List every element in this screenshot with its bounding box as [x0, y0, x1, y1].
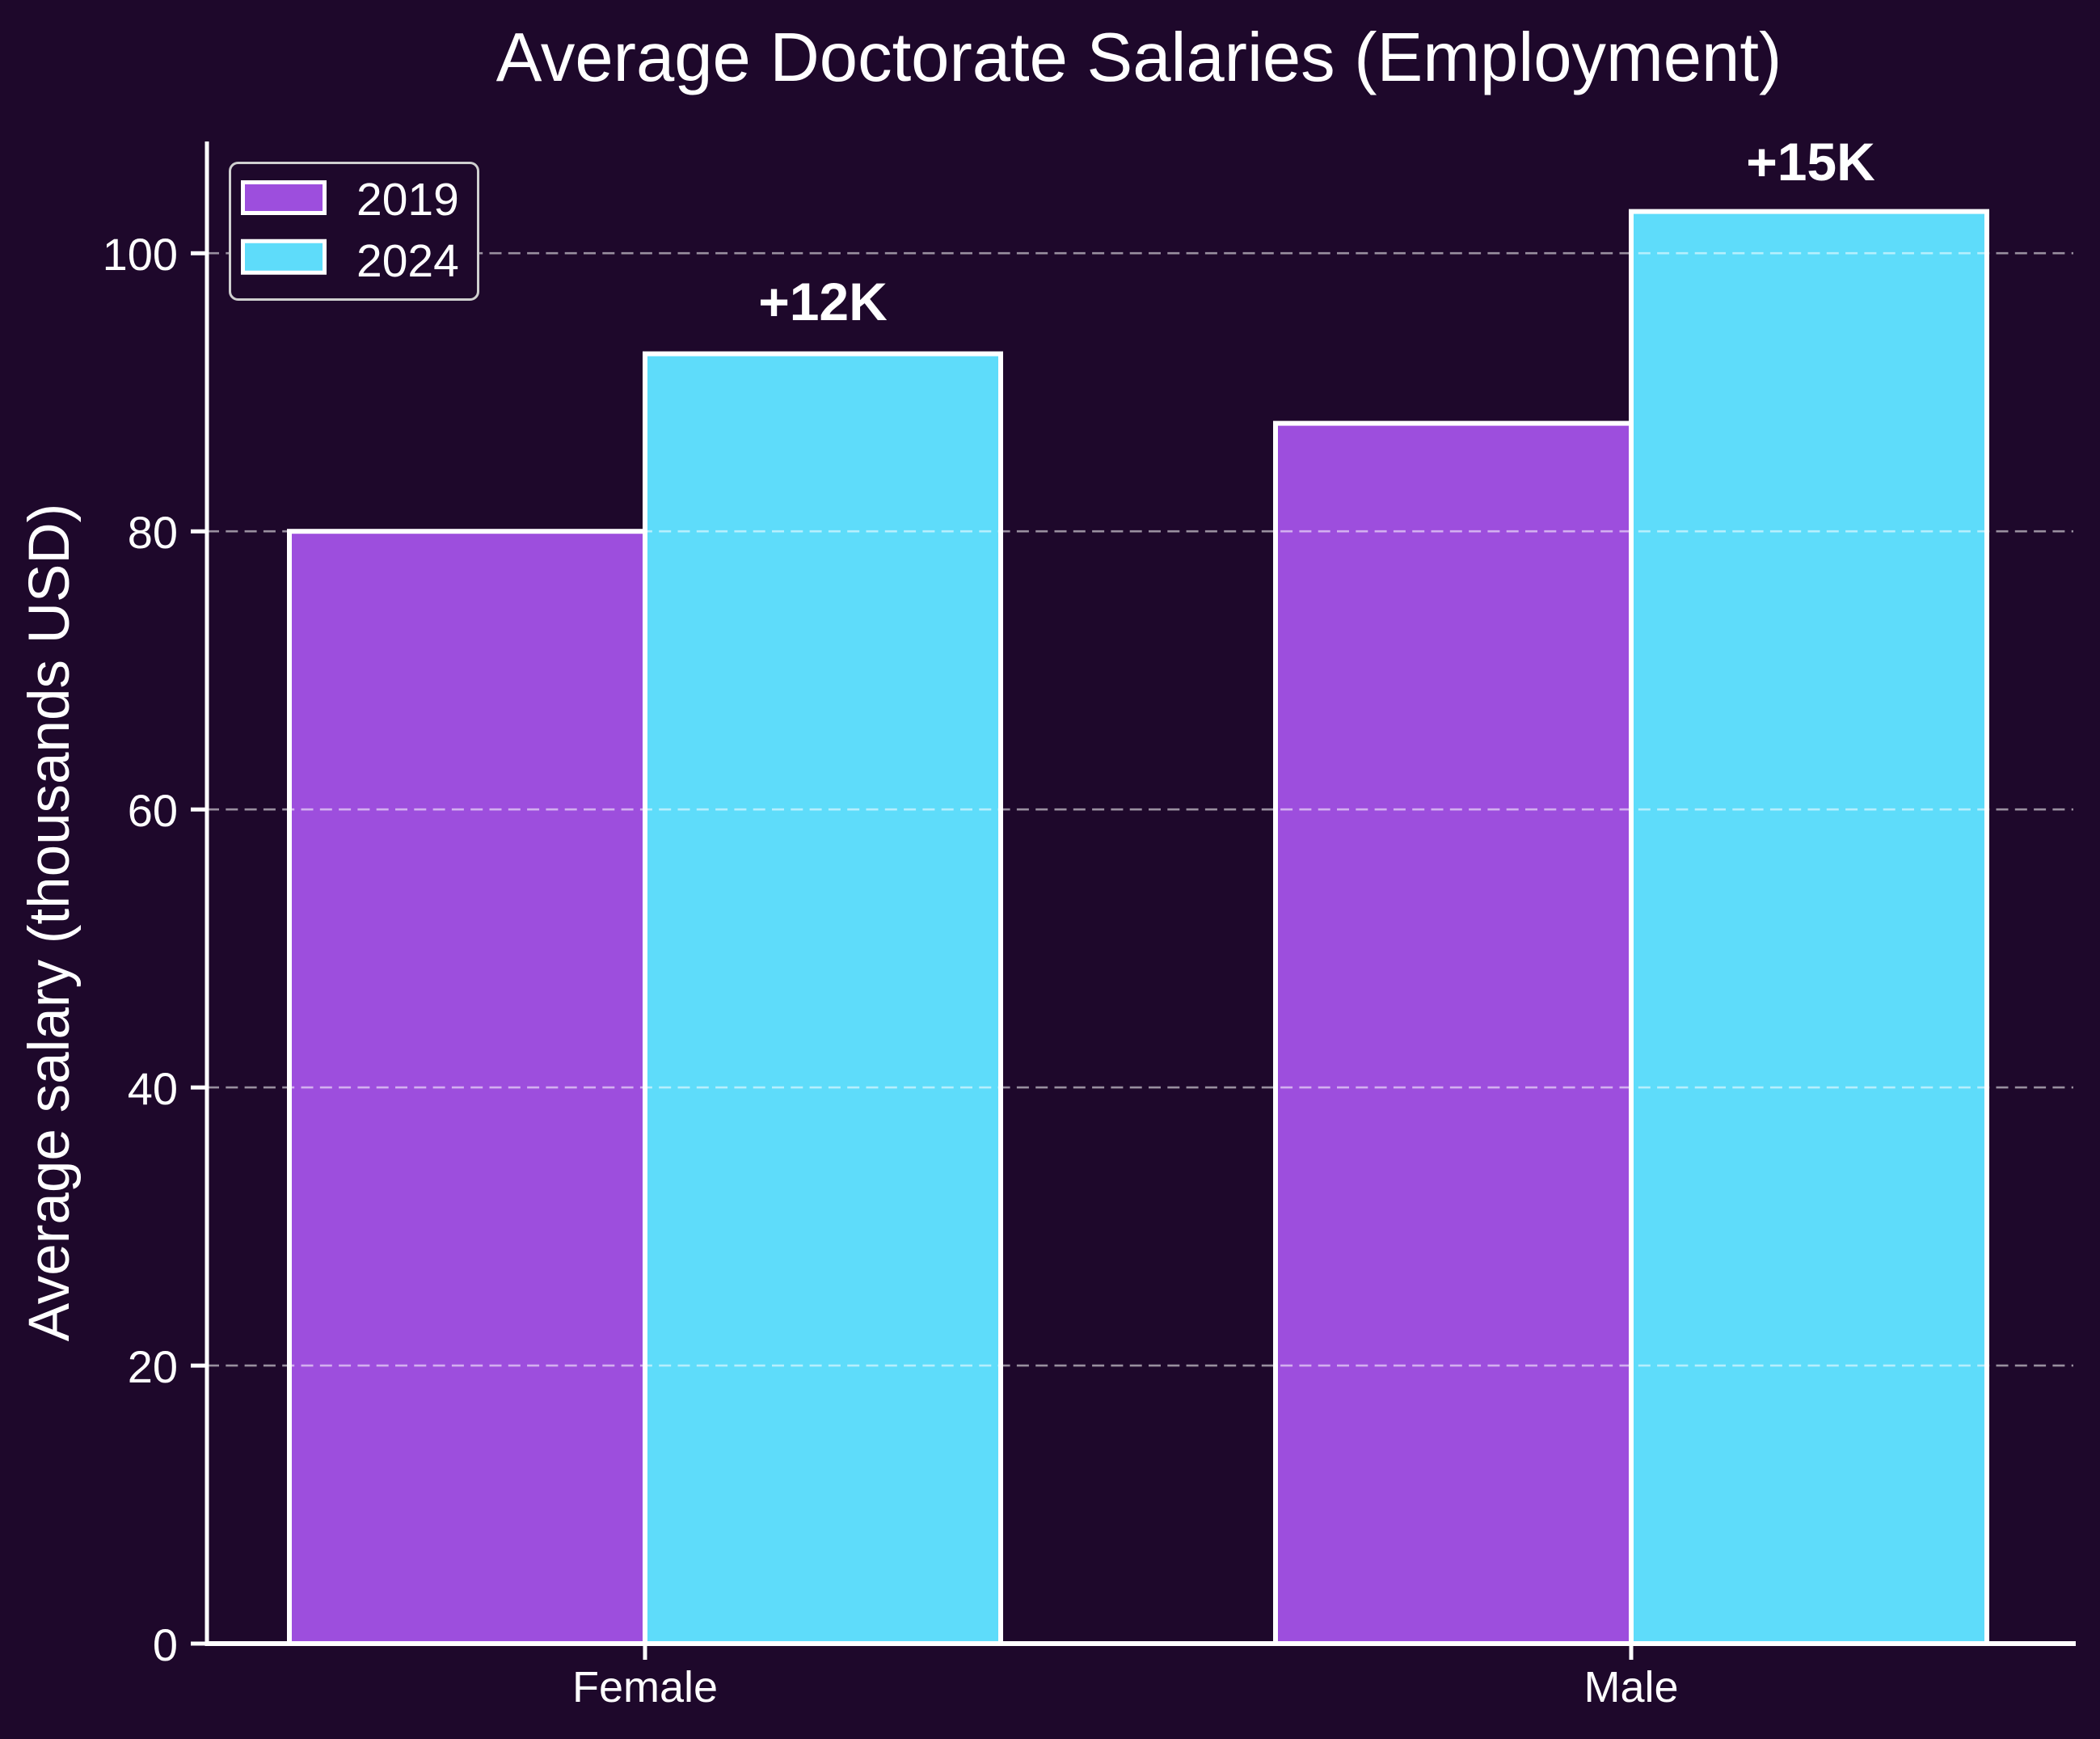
svg-text:2019: 2019: [356, 174, 459, 226]
svg-text:+15K: +15K: [1746, 132, 1875, 192]
svg-text:100: 100: [103, 229, 178, 280]
svg-text:Average salary (thousands USD): Average salary (thousands USD): [18, 504, 82, 1342]
svg-text:80: 80: [128, 507, 178, 558]
svg-text:Female: Female: [572, 1663, 718, 1712]
svg-text:Average Doctorate Salaries (Em: Average Doctorate Salaries (Employment): [496, 19, 1782, 96]
svg-text:0: 0: [153, 1619, 178, 1670]
svg-text:20: 20: [128, 1341, 178, 1392]
svg-text:+12K: +12K: [758, 272, 888, 331]
svg-text:60: 60: [128, 785, 178, 836]
svg-text:40: 40: [128, 1063, 178, 1114]
svg-text:2024: 2024: [356, 235, 459, 287]
svg-text:Male: Male: [1583, 1663, 1678, 1712]
